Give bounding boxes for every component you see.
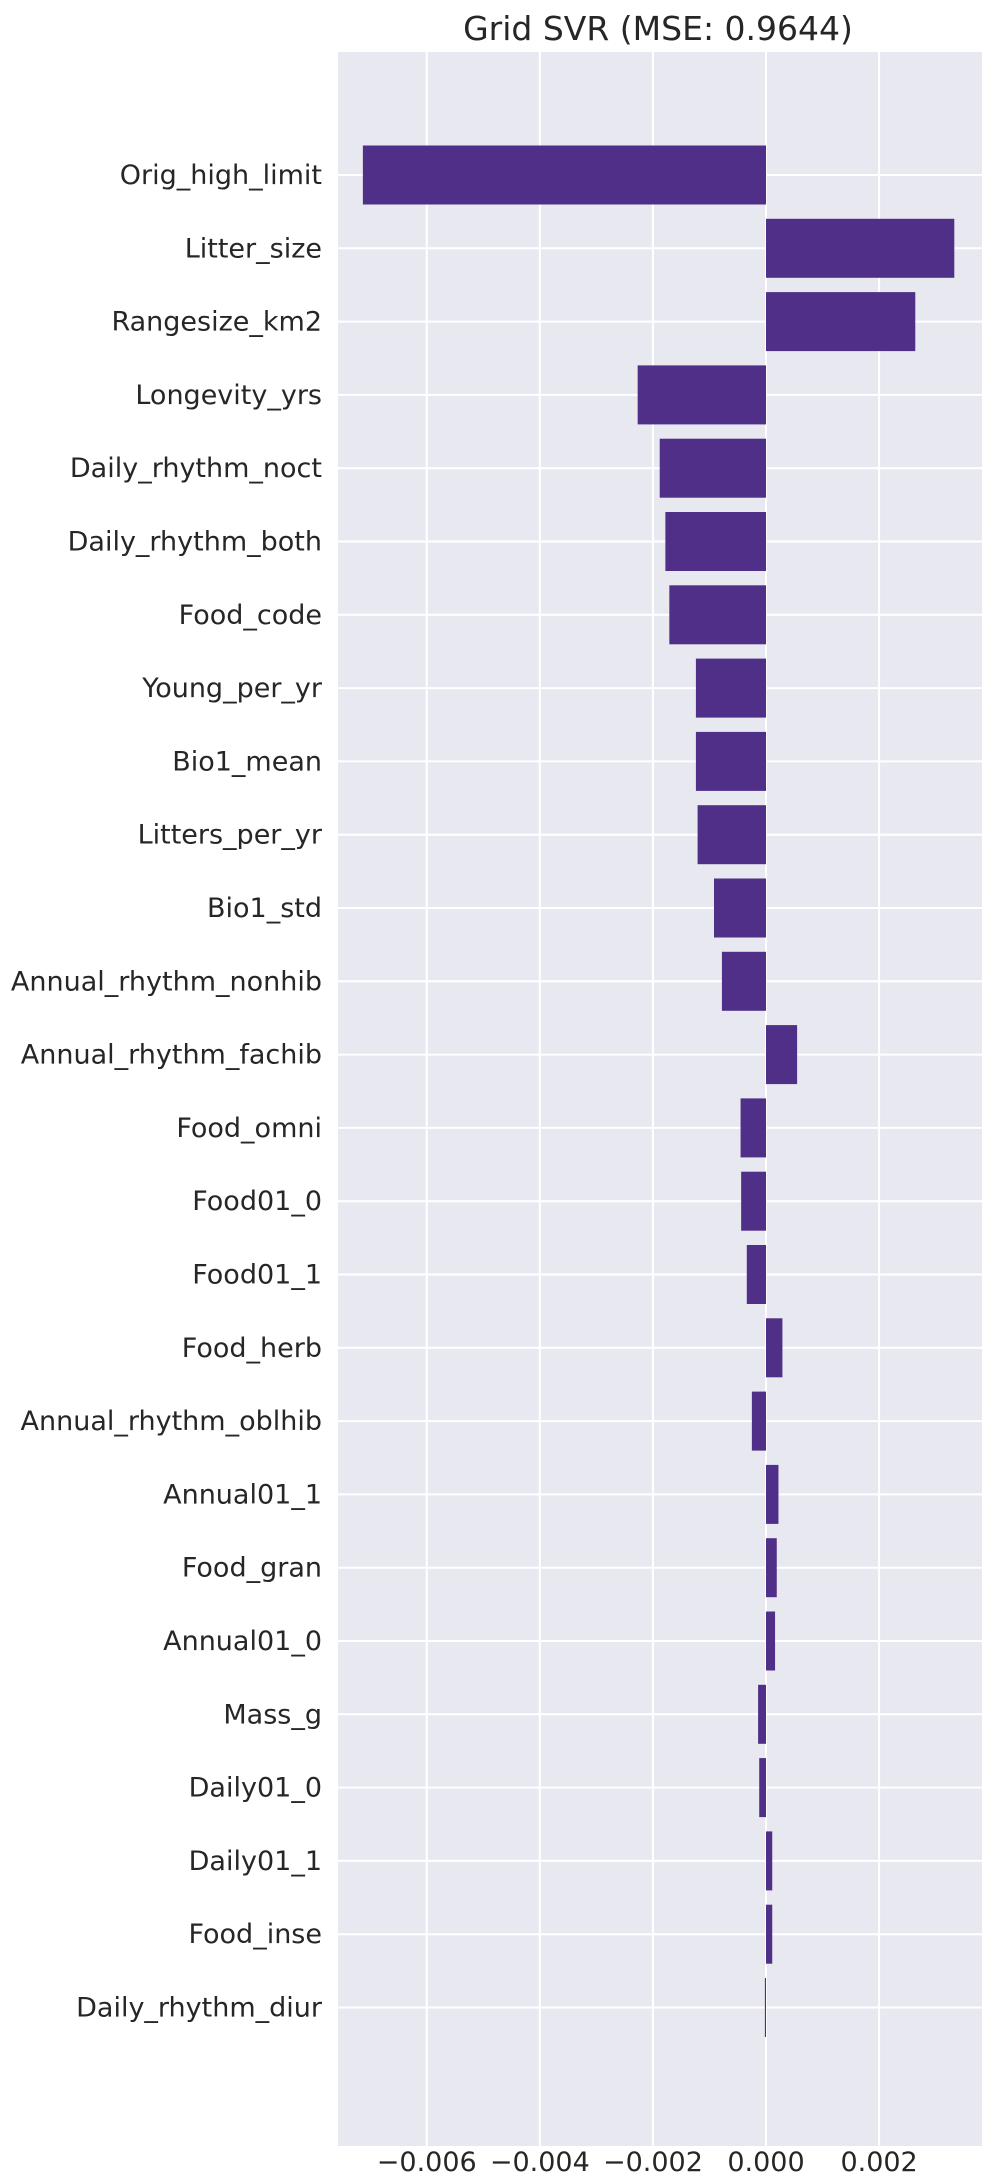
y-tick-label: Daily01_0 [189, 1773, 322, 1804]
y-tick-label: Mass_g [223, 1699, 322, 1730]
y-axis-labels: Orig_high_limit Litter_size Rangesize_km2 L… [11, 160, 323, 2024]
bar [362, 145, 767, 205]
y-tick-label: Rangesize_km2 [111, 307, 322, 338]
bar [766, 218, 955, 278]
y-tick-label: Food_herb [182, 1333, 322, 1364]
chart-title: Grid SVR (MSE: 0.9644) [463, 9, 853, 48]
bar [766, 1025, 798, 1085]
y-tick-label: Food_gran [182, 1553, 322, 1584]
y-tick-label: Food_inse [188, 1919, 322, 1950]
bar [721, 951, 767, 1011]
y-tick-label: Annual01_1 [163, 1479, 322, 1510]
y-tick-label: Food_code [179, 600, 322, 631]
bar [758, 1684, 767, 1744]
y-tick-label: Annual_rhythm_nonhib [11, 966, 322, 997]
bar [665, 512, 767, 571]
bars [362, 145, 955, 2037]
y-tick-label: Food_omni [176, 1113, 322, 1144]
y-tick-label: Bio1_std [207, 893, 322, 924]
x-tick-label: 0.002 [840, 2147, 917, 2178]
bar [766, 1318, 783, 1378]
bar [741, 1171, 767, 1231]
bar [746, 1245, 767, 1304]
x-axis-tick-labels: −0.006 −0.004 −0.002 0.000 0.002 [377, 2147, 918, 2178]
y-tick-label: Annual_rhythm_oblhib [21, 1406, 322, 1437]
x-tick-label: −0.004 [490, 2147, 590, 2178]
bar [766, 1904, 773, 1964]
y-tick-label: Young_per_yr [141, 673, 323, 704]
bar [766, 292, 916, 352]
y-tick-label: Annual_rhythm_fachib [21, 1040, 322, 1071]
bar [659, 438, 767, 498]
bar [764, 1978, 767, 2037]
bar [697, 805, 767, 865]
x-tick-label: 0.000 [727, 2147, 804, 2178]
y-tick-label: Litters_per_yr [138, 820, 323, 851]
y-tick-label: Orig_high_limit [120, 160, 322, 191]
bar [669, 585, 767, 645]
y-tick-label: Litter_size [185, 233, 322, 264]
y-tick-label: Daily_rhythm_diur [76, 1993, 323, 2024]
bar [713, 878, 767, 938]
y-tick-label: Bio1_mean [172, 746, 322, 777]
x-tick-label: −0.002 [603, 2147, 703, 2178]
x-tick-label: −0.006 [377, 2147, 477, 2178]
bar [766, 1538, 777, 1598]
bar [766, 1611, 776, 1671]
bar [766, 1831, 773, 1891]
bar [637, 365, 767, 425]
y-tick-label: Food01_1 [192, 1260, 322, 1291]
bar [766, 1464, 779, 1524]
y-tick-label: Daily01_1 [189, 1846, 322, 1877]
bar [751, 1391, 767, 1451]
bar [759, 1758, 767, 1818]
y-tick-label: Daily_rhythm_both [68, 527, 322, 558]
y-tick-label: Longevity_yrs [135, 380, 322, 411]
bar [740, 1098, 767, 1158]
y-tick-label: Food01_0 [192, 1186, 322, 1217]
y-tick-label: Daily_rhythm_noct [70, 453, 322, 484]
bar [695, 731, 767, 791]
bar [695, 658, 767, 718]
y-tick-label: Annual01_0 [163, 1626, 322, 1657]
